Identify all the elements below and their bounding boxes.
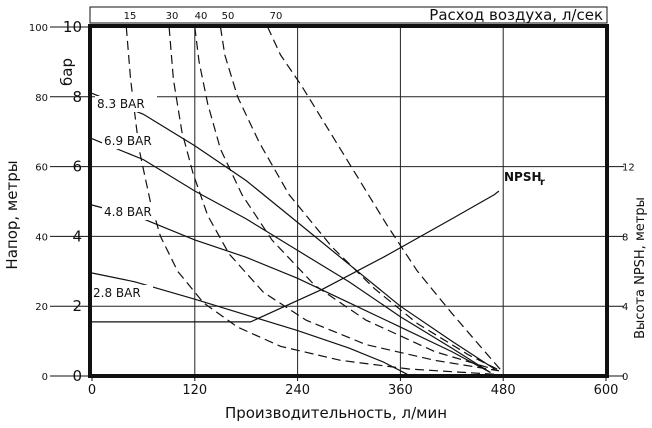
y-axis-meter-ticks: 0 20 40 60 80 100 (29, 23, 90, 383)
air-curve-30 (168, 26, 499, 372)
grid (92, 27, 606, 376)
air-curve-15 (125, 26, 495, 375)
pressure-curves (91, 92, 495, 375)
x-axis-title: Производительность, л/мин (225, 404, 447, 422)
y-axis-npsh-title: Высота NPSH, метры (633, 197, 648, 339)
top-axis-box (89, 6, 608, 24)
pressure-label-48: 4.8 BAR (104, 205, 152, 219)
npsh-label: NPSH (504, 170, 542, 184)
top-axis-ticks: 15 30 40 50 70 (124, 11, 283, 22)
top-axis-label: Расход воздуха, л/сек (429, 6, 603, 24)
x-tick-label: 480 (491, 383, 516, 398)
npsh-label-sub: r (540, 177, 545, 188)
pressure-label-bg (102, 204, 164, 220)
y-axis-bar-title: бар (58, 58, 76, 86)
npsh-curve (92, 190, 500, 323)
y-axis-meters-title: Напор, метры (3, 160, 21, 269)
top-tick-label: 30 (166, 11, 179, 22)
pressure-label-bg (91, 285, 153, 301)
y-meter-tick-label: 80 (35, 93, 48, 104)
pressure-label-bg (95, 96, 157, 112)
top-tick-label: 15 (124, 11, 137, 22)
pressure-label-28: 2.8 BAR (93, 286, 141, 300)
y-meter-tick-label: 60 (35, 163, 48, 174)
npsh-line (92, 190, 500, 323)
air-curve-40 (194, 26, 500, 372)
pressure-curve-83 (91, 92, 495, 370)
y-meter-tick-label: 0 (42, 372, 48, 383)
air-curve-70 (267, 26, 502, 372)
y-meter-tick-label: 100 (29, 23, 48, 34)
y-npsh-tick-label: 4 (622, 302, 628, 313)
y-meter-tick-label: 20 (35, 302, 48, 313)
pressure-curve-28 (91, 272, 408, 375)
top-tick-label: 40 (195, 11, 208, 22)
pressure-curve-48 (91, 204, 491, 374)
x-tick-label: 240 (285, 383, 310, 398)
y-npsh-tick-label: 12 (622, 163, 635, 174)
pressure-curve-69 (91, 138, 491, 374)
x-tick-label: 120 (182, 383, 207, 398)
top-tick-label: 70 (270, 11, 283, 22)
y-npsh-tick-label: 8 (622, 232, 628, 243)
x-tick-label: 360 (388, 383, 413, 398)
air-flow-curves (125, 26, 502, 375)
air-curve-50 (219, 26, 501, 372)
y-axis-npsh-ticks: 0 4 8 12 (607, 163, 635, 383)
x-tick-label: 600 (594, 383, 619, 398)
x-axis-ticks: 0 120 240 360 480 600 (88, 376, 619, 398)
top-tick-label: 50 (222, 11, 235, 22)
plot-frame (88, 24, 609, 378)
y-meter-tick-label: 40 (35, 232, 48, 243)
pressure-label-69: 6.9 BAR (104, 134, 152, 148)
pressure-label-83: 8.3 BAR (97, 97, 145, 111)
x-tick-label: 0 (88, 383, 96, 398)
y-npsh-tick-label: 0 (622, 372, 628, 383)
pressure-label-bg (102, 133, 164, 149)
